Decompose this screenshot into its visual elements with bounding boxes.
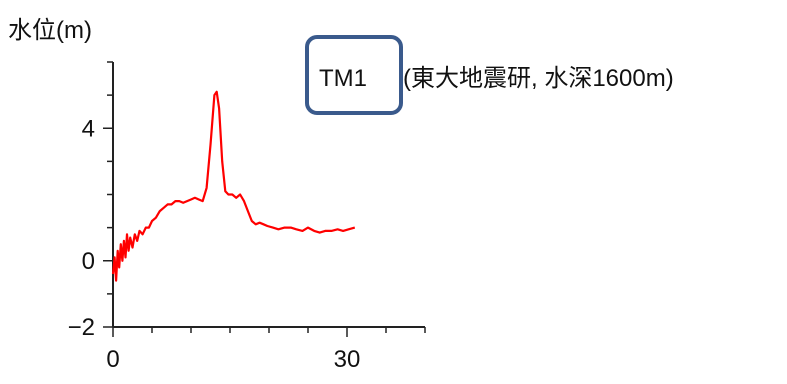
y-tick-label: −2 (68, 314, 95, 341)
y-axis-label: 水位(m) (8, 17, 92, 44)
axes (103, 61, 426, 337)
x-tick-label: 0 (106, 346, 119, 373)
station-label-box (305, 35, 403, 115)
y-tick-label: 4 (82, 115, 95, 142)
series-line-0 (111, 90, 356, 282)
series-layer (111, 90, 356, 282)
station-note: (東大地震研, 水深1600m) (403, 65, 674, 92)
station-label: TM1 (319, 65, 367, 92)
tick-labels: −2 0 4 0 30 (68, 115, 361, 373)
x-tick-label: 30 (334, 346, 361, 373)
y-tick-label: 0 (82, 248, 95, 275)
